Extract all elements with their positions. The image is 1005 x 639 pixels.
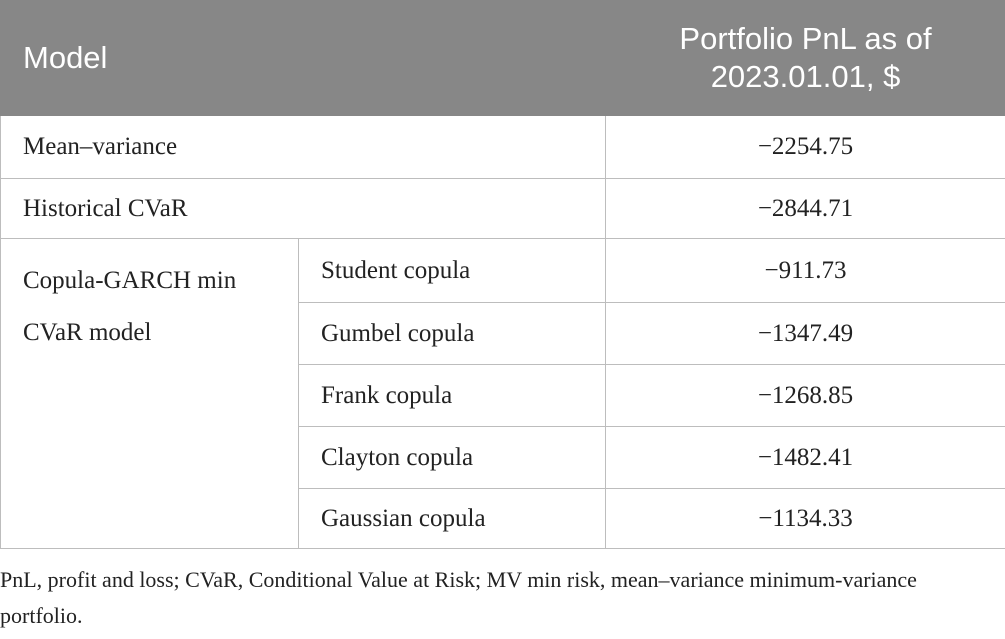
model-cell: Mean–variance (0, 115, 606, 179)
group-cell: Copula-GARCH min CVaR model (0, 238, 299, 549)
submodel-cell: Frank copula (298, 364, 606, 427)
header-cell: Model (0, 0, 606, 116)
row: Gaussian copula −1134.33 (1, 488, 1005, 549)
results-table: Model Portfolio PnL as of 2023.01.01, $ … (0, 0, 1005, 549)
header-row: Model Portfolio PnL as of 2023.01.01, $ (0, 0, 1005, 116)
value-cell: −1134.33 (605, 488, 1005, 549)
submodel-cell: Gaussian copula (298, 488, 606, 549)
header-cell: Portfolio PnL as of 2023.01.01, $ (605, 0, 1005, 116)
row: Historical CVaR −2844.71 (0, 178, 1005, 239)
row: Clayton copula −1482.41 (1, 426, 1005, 489)
row: Mean–variance −2254.75 (0, 115, 1005, 179)
footnote: PnL, profit and loss; CVaR, Conditional … (0, 567, 917, 628)
value-cell: −2254.75 (605, 115, 1005, 179)
row: Copula-GARCH min CVaR model Student copu… (0, 238, 1005, 549)
row: Gumbel copula −1347.49 (1, 302, 1005, 365)
value-cell: −911.73 (605, 238, 1005, 303)
submodel-cell: Student copula (298, 238, 606, 303)
submodel-cell: Gumbel copula (298, 302, 606, 365)
submodel-cell: Clayton copula (298, 426, 606, 489)
value-cell: −1347.49 (605, 302, 1005, 365)
model-cell: Historical CVaR (0, 178, 606, 239)
value-cell: −1482.41 (605, 426, 1005, 489)
value-cell: −1268.85 (605, 364, 1005, 427)
value-cell: −2844.71 (605, 178, 1005, 239)
